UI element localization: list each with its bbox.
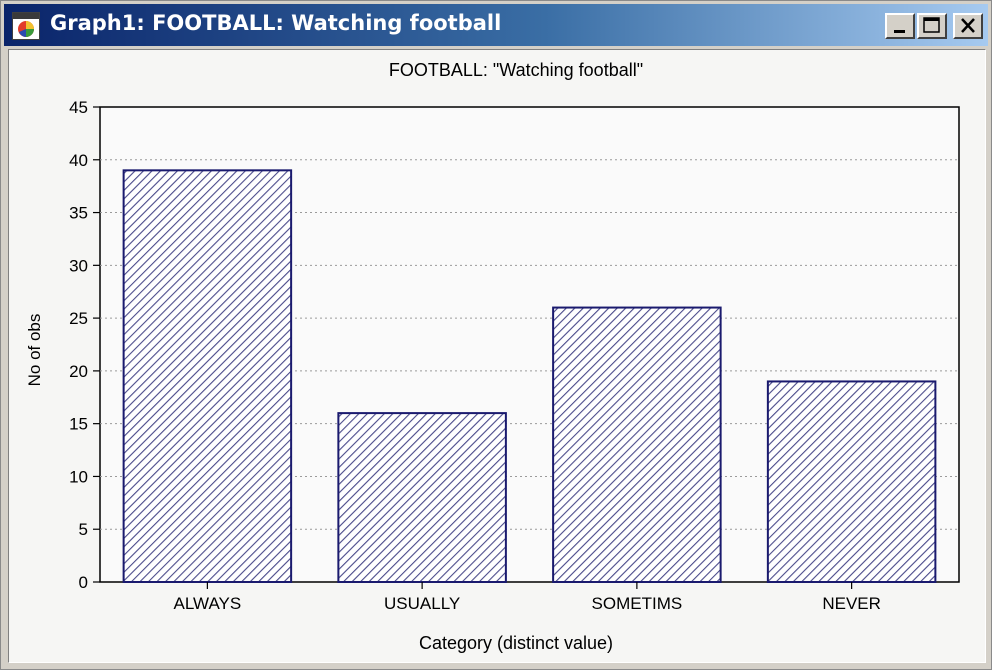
- chart-title: FOOTBALL: "Watching football": [389, 60, 643, 80]
- y-tick-label: 15: [69, 415, 88, 434]
- chart-area: 0 5 10 15 20 25 30 35 40 45 ALWAYS USUALLY SOMETIMS…: [8, 49, 986, 663]
- bar-chart: 0 5 10 15 20 25 30 35 40 45 ALWAYS USUALLY SOMETIMS…: [25, 60, 960, 653]
- bar-sometims: [552, 306, 722, 583]
- app-icon[interactable]: [12, 12, 40, 40]
- y-tick-label: 35: [69, 204, 88, 223]
- y-tick-label: 30: [69, 256, 88, 275]
- minimize-icon: [894, 30, 905, 33]
- window-title: Graph1: FOOTBALL: Watching football: [50, 11, 502, 35]
- x-tick-label: ALWAYS: [174, 594, 242, 613]
- bar-always: [122, 169, 293, 583]
- x-tick-label: SOMETIMS: [592, 594, 683, 613]
- x-axis-label: Category (distinct value): [419, 633, 613, 653]
- close-icon: [961, 18, 975, 33]
- bar-never: [766, 380, 937, 584]
- y-tick-label: 10: [69, 467, 88, 486]
- y-tick-label: 20: [69, 362, 88, 381]
- x-tick-label: NEVER: [822, 594, 881, 613]
- maximize-icon: [923, 17, 940, 33]
- y-tick-label: 45: [69, 98, 88, 117]
- y-tick-label: 0: [79, 573, 88, 592]
- title-bar[interactable]: Graph1: FOOTBALL: Watching football: [4, 4, 988, 46]
- x-axis-ticks: ALWAYS USUALLY SOMETIMS NEVER: [174, 582, 881, 613]
- close-button[interactable]: [953, 13, 983, 39]
- y-tick-label: 5: [79, 520, 88, 539]
- maximize-button[interactable]: [917, 13, 947, 39]
- bar-usually: [337, 412, 507, 583]
- minimize-button[interactable]: [885, 13, 915, 39]
- y-axis-ticks: 0 5 10 15 20 25 30 35 40 45: [69, 98, 100, 592]
- y-axis-label: No of obs: [25, 314, 44, 387]
- x-tick-label: USUALLY: [384, 594, 460, 613]
- y-tick-label: 40: [69, 151, 88, 170]
- y-tick-label: 25: [69, 309, 88, 328]
